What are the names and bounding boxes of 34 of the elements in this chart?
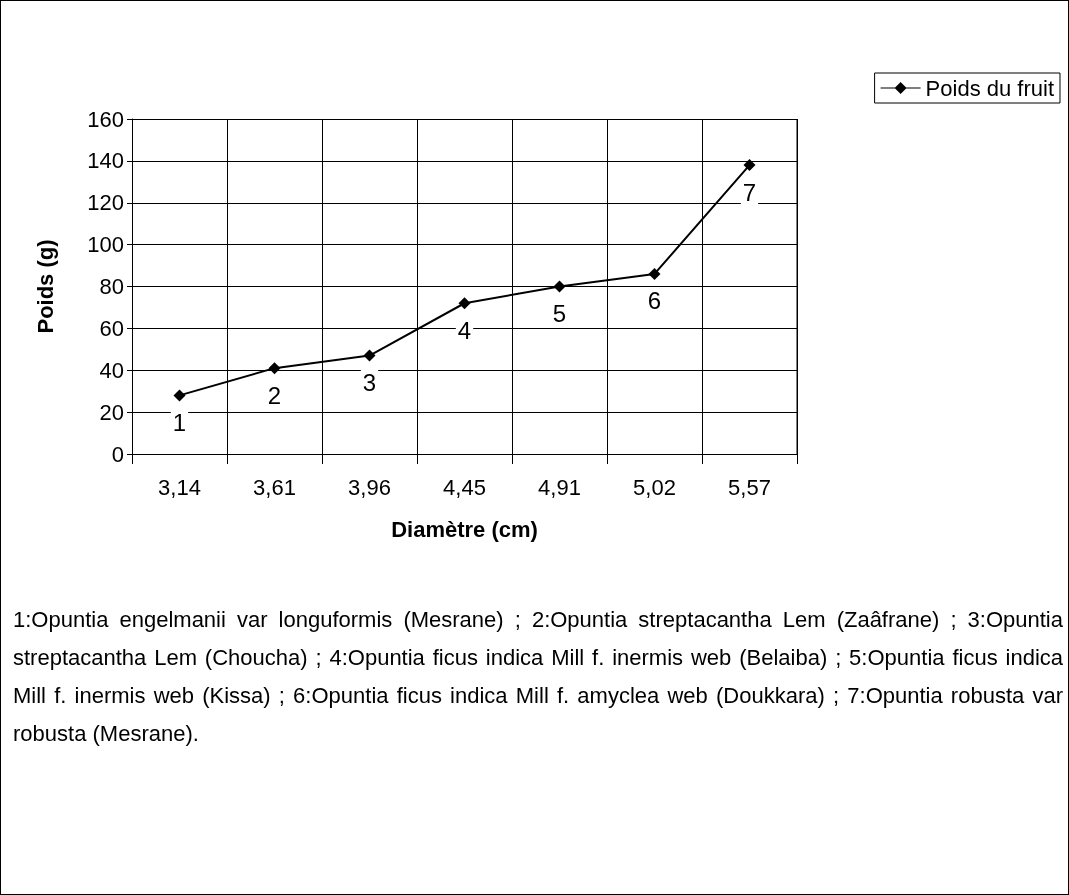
y-tick-label: 120 — [87, 190, 124, 216]
y-tick-label: 20 — [99, 399, 124, 425]
x-axis-title: Diamètre (cm) — [391, 516, 538, 542]
y-tick-label: 160 — [87, 106, 124, 132]
y-tick-label: 100 — [87, 232, 124, 258]
y-tick-label: 80 — [99, 274, 124, 299]
point — [553, 280, 566, 293]
y-tick-label: 60 — [99, 315, 124, 341]
annotation: 2 — [267, 381, 282, 409]
x-tick-label: 3,14 — [158, 474, 201, 500]
point — [743, 159, 756, 172]
annotation: 7 — [742, 178, 757, 206]
annotation: 5 — [552, 300, 567, 327]
y-axis-title: Poids (g) — [32, 239, 58, 334]
y-tick-label: 140 — [87, 148, 124, 174]
x-tick-label: 3,96 — [348, 474, 391, 500]
x-tick-label: 4,45 — [443, 474, 486, 500]
point — [268, 362, 281, 375]
x-tick-label: 4,91 — [538, 474, 581, 500]
y-tick-label: 40 — [99, 357, 124, 383]
x-tick-label: 5,57 — [728, 474, 771, 500]
point — [648, 267, 661, 280]
y-tick-label: 0 — [111, 441, 124, 467]
point — [458, 297, 471, 310]
point — [363, 349, 376, 362]
legend-label: Poids du fruit — [925, 75, 1054, 101]
annotation: 6 — [647, 287, 662, 315]
annotation: 4 — [457, 316, 472, 344]
annotation: 1 — [172, 408, 187, 436]
x-tick-label: 3,61 — [253, 474, 296, 500]
point — [173, 389, 186, 402]
x-tick-label: 5,02 — [633, 474, 676, 500]
text: 1:Opuntia engelmanii var longuformis (Mesrane) ; 2:Opuntia streptacantha Lem (Zaâfrane) ; 3:Opuntia streptacantha Lem (Choucha) ; 4:Opuntia ficus indica Mill f. inermis web (Belaiba) ; 5:Opuntia ficus indica Mill f. inermis web (Kissa) ; 6:Opuntia ficus indica Mill f. amyclea web (Doukkara) ; 7:Opuntia robusta var robusta (Mesrane). — [13, 606, 1063, 748]
annotation: 3 — [362, 369, 377, 397]
